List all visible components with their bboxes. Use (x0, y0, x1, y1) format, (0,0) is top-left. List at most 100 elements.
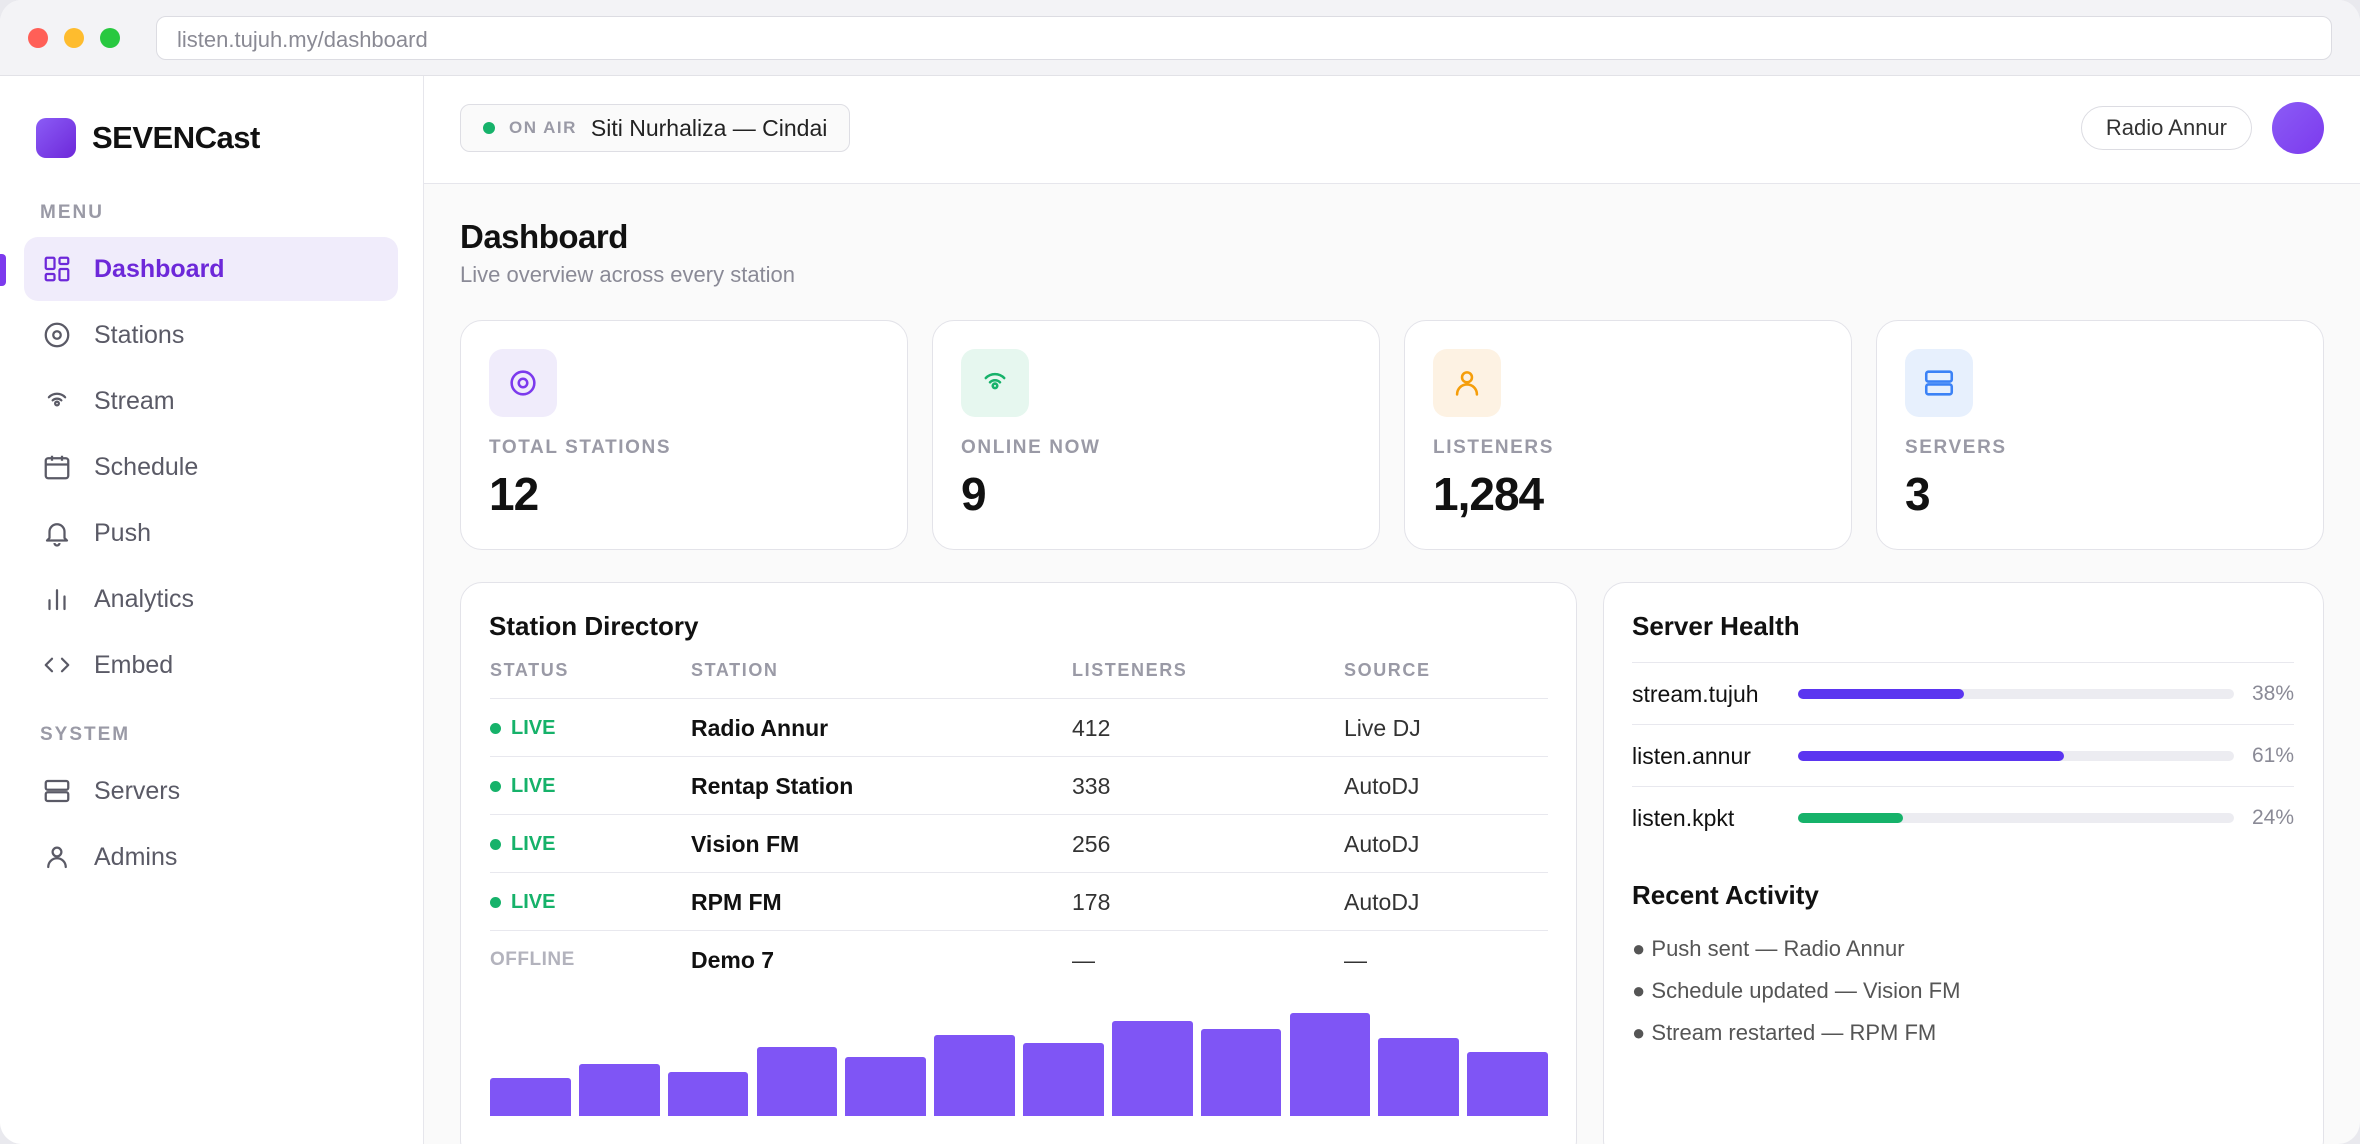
avatar[interactable] (2272, 102, 2324, 154)
address-bar[interactable]: listen.tujuh.my/dashboard (156, 16, 2332, 60)
server-load-percent: 61% (2251, 744, 2294, 767)
table-row[interactable]: LIVE RPM FM 178 AutoDJ (490, 872, 1548, 930)
chart-bar (1023, 1043, 1104, 1116)
server-name: listen.annur (1632, 742, 1751, 769)
listener-count: 412 (1072, 714, 1111, 741)
chart-bar (1111, 1021, 1193, 1116)
stat-value: 9 (961, 468, 987, 520)
sidebar-item-label: Stream (94, 386, 175, 415)
status-badge: LIVE (490, 873, 555, 931)
station-selector[interactable]: Radio Annur (2080, 106, 2252, 150)
sidebar-item-stations[interactable]: Stations (24, 303, 398, 367)
stream-icon (47, 392, 67, 407)
chart-bar (756, 1047, 838, 1116)
server-health-row[interactable]: listen.kpkt 24% (1632, 786, 2294, 848)
user-icon (1433, 349, 1501, 417)
sidebar-item-servers[interactable]: Servers (24, 759, 398, 823)
sidebar-item-analytics[interactable]: Analytics (24, 567, 398, 631)
server-health-row[interactable]: listen.annur 61% (1632, 724, 2294, 786)
sidebar-item-admins[interactable]: Admins (24, 825, 398, 889)
sidebar-item-embed[interactable]: Embed (24, 633, 398, 697)
source-type: Live DJ (1344, 714, 1421, 741)
sidebar-item-label: Servers (94, 776, 181, 805)
live-dot-icon (483, 122, 495, 134)
source-type: — (1344, 946, 1367, 973)
calendar-icon (44, 455, 70, 480)
live-dot-icon (490, 722, 501, 734)
server-load-track (1798, 751, 2234, 761)
sidebar-item-label: Analytics (94, 584, 195, 613)
code-icon (44, 657, 70, 673)
stat-card-servers[interactable]: SERVERS 3 (1876, 320, 2324, 550)
table-row[interactable]: LIVE Vision FM 256 AutoDJ (490, 814, 1548, 872)
activity-item: ● Schedule updated — Vision FM (1632, 978, 1961, 1003)
status-badge: LIVE (490, 815, 555, 873)
brand-logo-icon (36, 118, 76, 158)
station-name: Rentap Station (691, 772, 854, 799)
chart-bar (1378, 1038, 1460, 1116)
server-name: listen.kpkt (1632, 804, 1735, 831)
chart-bar (934, 1035, 1015, 1116)
chart-bar (845, 1057, 927, 1116)
on-air-label: ON AIR (509, 118, 577, 137)
stat-card-listeners[interactable]: LISTENERS 1,284 (1404, 320, 1852, 550)
sidebar-item-stream[interactable]: Stream (24, 369, 398, 433)
listener-count: — (1072, 946, 1095, 973)
chart-bar (1467, 1052, 1548, 1116)
chart-bar (1289, 1013, 1371, 1116)
chart-bar (578, 1063, 660, 1116)
broadcast-icon (961, 349, 1029, 417)
sidebar-item-label: Admins (94, 842, 178, 871)
table-row[interactable]: LIVE Radio Annur 412 Live DJ (490, 698, 1548, 756)
server-icon (44, 779, 70, 803)
server-load-percent: 38% (2251, 682, 2294, 705)
sidebar-item-schedule[interactable]: Schedule (24, 435, 398, 499)
stations-icon (44, 322, 70, 348)
close-window-button[interactable] (28, 28, 48, 48)
source-type: AutoDJ (1344, 830, 1420, 857)
bar-chart-icon (48, 589, 66, 611)
station-name: Vision FM (691, 830, 800, 857)
source-type: AutoDJ (1344, 888, 1420, 915)
chart-bar (667, 1071, 749, 1116)
server-name: stream.tujuh (1632, 680, 1759, 707)
user-icon (47, 846, 67, 869)
column-header-listeners[interactable]: LISTENERS (1072, 660, 1188, 680)
column-header-status[interactable]: STATUS (490, 660, 569, 680)
maximize-window-button[interactable] (100, 28, 120, 48)
minimize-window-button[interactable] (64, 28, 84, 48)
now-playing-track: Siti Nurhaliza — Cindai (590, 114, 828, 141)
stations-icon (489, 349, 557, 417)
server-health-panel: Server Health (1603, 582, 2324, 1144)
sidebar-item-push[interactable]: Push (24, 501, 398, 565)
system-section-label: SYSTEM (40, 724, 131, 745)
recent-activity-title: Recent Activity (1632, 880, 1819, 910)
stat-card-total-stations[interactable]: TOTAL STATIONS 12 (460, 320, 908, 550)
stat-card-online-now[interactable]: ONLINE NOW 9 (932, 320, 1380, 550)
server-health-row[interactable]: stream.tujuh 38% (1632, 662, 2294, 724)
now-playing-pill[interactable]: ON AIR Siti Nurhaliza — Cindai (460, 104, 851, 152)
stat-label: ONLINE NOW (961, 437, 1101, 458)
stat-label: TOTAL STATIONS (489, 437, 672, 458)
sidebar-item-label: Dashboard (94, 254, 225, 283)
page-title: Dashboard (460, 218, 628, 255)
server-load-fill (1798, 689, 1964, 699)
listener-count: 178 (1072, 888, 1111, 915)
listener-count: 338 (1072, 772, 1111, 799)
stat-label: LISTENERS (1433, 437, 1555, 458)
server-load-track (1798, 813, 2234, 823)
server-load-percent: 24% (2251, 806, 2294, 829)
table-row[interactable]: OFFLINE Demo 7 — — (490, 930, 1548, 988)
sidebar-item-dashboard[interactable]: Dashboard (24, 237, 398, 301)
brand[interactable]: SEVENCast (36, 118, 260, 158)
column-header-station[interactable]: STATION (691, 660, 779, 680)
stat-value: 3 (1905, 468, 1931, 520)
activity-item: ● Push sent — Radio Annur (1632, 936, 1905, 961)
topbar: ON AIR Siti Nurhaliza — Cindai Radio Ann… (424, 76, 2360, 184)
table-row[interactable]: LIVE Rentap Station 338 AutoDJ (490, 756, 1548, 814)
live-dot-icon (490, 838, 501, 850)
brand-name: SEVENCast (92, 120, 260, 155)
column-header-source[interactable]: SOURCE (1344, 660, 1431, 680)
sidebar-item-label: Stations (94, 320, 185, 349)
server-load-fill (1798, 751, 2064, 761)
